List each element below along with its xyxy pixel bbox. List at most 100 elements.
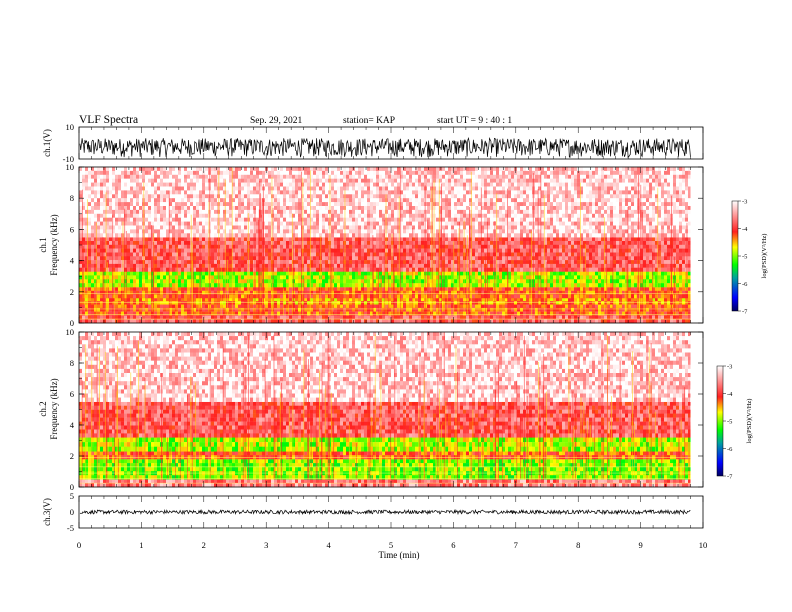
- spectrogram-cell: [421, 294, 425, 299]
- spectrogram-cell: [97, 260, 101, 265]
- spectrogram-cell: [598, 252, 602, 257]
- spectrogram-cell: [412, 290, 416, 295]
- spectrogram-cell: [388, 252, 392, 257]
- spectrogram-cell: [337, 304, 341, 309]
- spectrogram-cell: [364, 256, 368, 261]
- spectrogram-cell: [250, 290, 254, 295]
- spectrogram-cell: [472, 315, 476, 320]
- spectrogram-cell: [199, 260, 203, 265]
- spectrogram-cell: [682, 263, 686, 268]
- spectrogram-cell: [256, 279, 260, 284]
- spectrogram-cell: [205, 315, 209, 320]
- spectrogram-cell: [130, 283, 134, 288]
- spectrogram-cell: [679, 279, 683, 284]
- spectrogram-cell: [247, 315, 251, 320]
- spectrogram-cell: [592, 256, 596, 261]
- spectrogram-cell: [85, 298, 89, 302]
- spectrogram-cell: [490, 315, 494, 320]
- spectrogram-cell: [334, 267, 338, 272]
- spectrogram-cell: [616, 298, 620, 302]
- spectrogram-cell: [577, 237, 581, 242]
- spectrogram-cell: [577, 275, 581, 280]
- spectrogram-cell: [361, 283, 365, 288]
- spectrogram-cell: [205, 279, 209, 284]
- spectrogram-cell: [355, 275, 359, 280]
- spectrogram-cell: [289, 167, 293, 172]
- spectrogram-cell: [544, 241, 548, 246]
- spectrogram-cell: [409, 248, 413, 253]
- spectrogram-cell: [172, 256, 176, 261]
- spectrogram-cell: [298, 283, 302, 288]
- spectrogram-cell: [487, 271, 491, 276]
- spectrogram-cell: [592, 279, 596, 284]
- spectrogram-cell: [652, 279, 656, 284]
- spectrogram-cell: [406, 252, 410, 257]
- spectrogram-cell: [307, 304, 311, 309]
- spectrogram-cell: [265, 298, 269, 302]
- spectrogram-cell: [214, 237, 218, 242]
- spectrogram-cell: [679, 256, 683, 261]
- spectrogram-cell: [367, 241, 371, 246]
- spectrogram-cell: [487, 283, 491, 288]
- spectrogram-cell: [487, 279, 491, 284]
- spectrogram-cell: [136, 260, 140, 265]
- spectrogram-cell: [454, 271, 458, 276]
- spectrogram-cell: [517, 298, 521, 302]
- spectrogram-cell: [385, 304, 389, 309]
- spectrogram-cell: [280, 271, 284, 276]
- spectrogram-cell: [172, 298, 176, 302]
- spectrogram-cell: [394, 315, 398, 320]
- spectrogram-cell: [151, 248, 155, 253]
- spectrogram-cell: [490, 244, 494, 249]
- spectrogram-cell: [115, 307, 119, 312]
- spectrogram-cell: [583, 304, 587, 309]
- spectrogram-cell: [454, 241, 458, 246]
- spectrogram-cell: [595, 298, 599, 302]
- spectrogram-cell: [499, 287, 503, 291]
- spectrogram-cell: [382, 279, 386, 284]
- spectrogram-cell: [454, 304, 458, 309]
- spectrogram-cell: [268, 319, 272, 324]
- spectrogram-cell: [274, 263, 278, 268]
- spectrogram-cell: [205, 290, 209, 295]
- spectrogram-cell: [115, 275, 119, 280]
- spectrogram-cell: [460, 271, 464, 276]
- spectrogram-cell: [316, 252, 320, 257]
- spectrogram-cell: [274, 279, 278, 284]
- spectrogram-cell: [595, 275, 599, 280]
- spectrogram-cell: [316, 275, 320, 280]
- spectrogram-cell: [382, 256, 386, 261]
- spectrogram-cell: [550, 271, 554, 276]
- spectrogram-cell: [451, 287, 455, 291]
- spectrogram-cell: [625, 244, 629, 249]
- spectrogram-cell: [307, 267, 311, 272]
- spectrogram-cell: [304, 311, 308, 316]
- spectrogram-cell: [406, 244, 410, 249]
- spectrogram-cell: [517, 244, 521, 249]
- spectrogram-cell: [280, 267, 284, 272]
- spectrogram-cell: [556, 290, 560, 295]
- spectrogram-cell: [379, 252, 383, 257]
- spectrogram-cell: [145, 315, 149, 320]
- spectrogram-cell: [403, 260, 407, 265]
- spectrogram-cell: [436, 287, 440, 291]
- spectrogram-cell: [661, 244, 665, 249]
- spectrogram-cell: [496, 287, 500, 291]
- spectrogram-cell: [310, 244, 314, 249]
- spectrogram-cell: [448, 167, 452, 172]
- spectrogram-cell: [406, 271, 410, 276]
- spectrogram-cell: [655, 290, 659, 295]
- spectrogram-cell: [622, 241, 626, 246]
- spectrogram-cell: [403, 294, 407, 299]
- spectrogram-cell: [268, 267, 272, 272]
- spectrogram-cell: [610, 267, 614, 272]
- spectrogram-cell: [130, 248, 134, 253]
- spectrogram-cell: [295, 271, 299, 276]
- spectrogram-cell: [406, 294, 410, 299]
- spectrogram-cell: [361, 244, 365, 249]
- spectrogram-cell: [583, 311, 587, 316]
- spectrogram-cell: [583, 279, 587, 284]
- spectrogram-cell: [169, 237, 173, 242]
- spectrogram-cell: [556, 260, 560, 265]
